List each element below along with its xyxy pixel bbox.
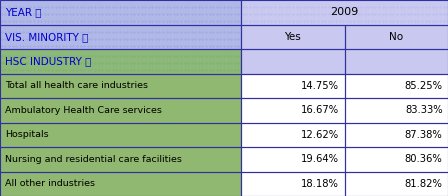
Bar — [0, 0, 241, 24]
Text: 81.82%: 81.82% — [405, 179, 443, 189]
Bar — [0, 98, 241, 122]
Bar — [0, 24, 241, 49]
Bar — [0, 24, 241, 49]
Bar — [241, 74, 345, 98]
Text: HSC INDUSTRY ⓘ: HSC INDUSTRY ⓘ — [5, 56, 92, 66]
Bar — [241, 49, 345, 74]
Bar — [0, 147, 241, 172]
Bar — [0, 74, 241, 98]
Text: 12.62%: 12.62% — [301, 130, 339, 140]
Bar — [0, 122, 241, 147]
Text: YEAR ⓘ: YEAR ⓘ — [5, 7, 42, 17]
Text: Total all health care industries: Total all health care industries — [5, 81, 148, 90]
Bar — [345, 74, 448, 98]
Text: 85.25%: 85.25% — [405, 81, 443, 91]
Bar — [345, 147, 448, 172]
Text: Nursing and residential care facilities: Nursing and residential care facilities — [5, 155, 182, 164]
Bar — [345, 147, 448, 172]
Bar — [0, 98, 241, 122]
Bar — [345, 98, 448, 122]
Text: Hospitals: Hospitals — [5, 130, 49, 139]
Bar — [0, 172, 241, 196]
Text: 19.64%: 19.64% — [301, 154, 339, 164]
Bar — [241, 98, 345, 122]
Bar — [345, 172, 448, 196]
Bar — [345, 24, 448, 49]
Bar — [241, 147, 345, 172]
Bar — [241, 24, 345, 49]
Bar — [241, 122, 345, 147]
Bar — [0, 74, 241, 98]
Bar — [0, 49, 241, 74]
Bar — [241, 24, 345, 49]
Bar — [241, 122, 345, 147]
Text: 14.75%: 14.75% — [301, 81, 339, 91]
Bar — [0, 147, 241, 172]
Bar — [241, 172, 345, 196]
Text: Yes: Yes — [284, 32, 301, 42]
Text: 16.67%: 16.67% — [301, 105, 339, 115]
Bar — [0, 49, 241, 74]
Text: 2009: 2009 — [330, 7, 359, 17]
Bar — [345, 98, 448, 122]
Bar — [345, 49, 448, 74]
Text: 83.33%: 83.33% — [405, 105, 443, 115]
Text: 87.38%: 87.38% — [405, 130, 443, 140]
Bar — [241, 74, 345, 98]
Bar — [241, 0, 448, 24]
Bar — [0, 122, 241, 147]
Bar — [345, 74, 448, 98]
Bar — [241, 172, 345, 196]
Bar — [0, 0, 241, 24]
Text: VIS. MINORITY ⓘ: VIS. MINORITY ⓘ — [5, 32, 89, 42]
Bar — [345, 172, 448, 196]
Bar — [345, 49, 448, 74]
Bar — [241, 49, 345, 74]
Text: All other industries: All other industries — [5, 179, 95, 188]
Bar — [241, 98, 345, 122]
Bar — [345, 24, 448, 49]
Text: No: No — [389, 32, 403, 42]
Bar — [345, 122, 448, 147]
Bar — [241, 0, 448, 24]
Text: Ambulatory Health Care services: Ambulatory Health Care services — [5, 106, 162, 115]
Text: 80.36%: 80.36% — [405, 154, 443, 164]
Bar — [345, 122, 448, 147]
Bar — [241, 147, 345, 172]
Bar — [0, 172, 241, 196]
Text: 18.18%: 18.18% — [301, 179, 339, 189]
